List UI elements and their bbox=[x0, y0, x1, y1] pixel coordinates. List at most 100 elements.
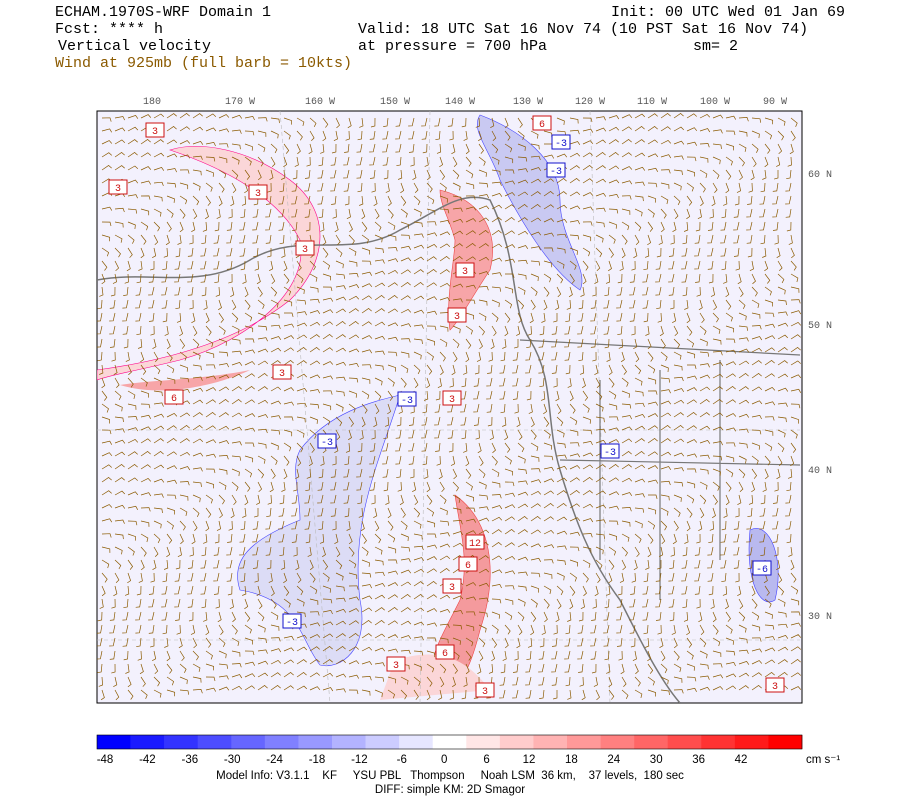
wind-barb bbox=[192, 467, 203, 472]
wind-barb bbox=[322, 659, 333, 665]
wind-barb bbox=[257, 399, 269, 405]
wind-barb bbox=[426, 556, 438, 561]
wind-barb bbox=[527, 637, 533, 648]
wind-barb bbox=[720, 234, 727, 244]
wind-barb bbox=[252, 533, 259, 543]
wind-barb bbox=[382, 143, 389, 153]
wind-barb bbox=[218, 114, 230, 119]
wind-barb bbox=[603, 611, 610, 621]
wind-barb bbox=[551, 325, 558, 335]
wind-barb bbox=[477, 442, 482, 454]
wind-barb bbox=[126, 260, 131, 272]
wind-barb bbox=[205, 312, 210, 324]
wind-barb bbox=[603, 624, 610, 634]
lat-label: 50 N bbox=[808, 321, 832, 332]
wind-barb bbox=[452, 218, 464, 223]
wind-barb bbox=[97, 325, 103, 335]
wind-barb bbox=[608, 234, 616, 244]
wind-barb bbox=[308, 455, 313, 467]
wind-barb bbox=[135, 286, 142, 296]
lat-label: 60 N bbox=[808, 170, 832, 181]
wind-barb bbox=[283, 572, 288, 584]
wind-barb bbox=[591, 611, 597, 621]
colorbar-tick: -36 bbox=[181, 754, 198, 766]
wind-barb bbox=[422, 455, 428, 466]
wind-barb bbox=[123, 598, 129, 609]
wind-barb bbox=[187, 572, 194, 582]
wind-barb bbox=[114, 221, 124, 228]
wind-barb bbox=[374, 377, 383, 386]
wind-barb bbox=[582, 464, 594, 470]
wind-barb bbox=[357, 182, 363, 193]
wind-barb bbox=[595, 533, 605, 539]
wind-barb bbox=[647, 167, 659, 172]
wind-barb bbox=[595, 207, 606, 212]
colorbar-box bbox=[600, 735, 635, 749]
wind-barb bbox=[187, 273, 194, 283]
wind-barb bbox=[218, 624, 224, 635]
wind-barb bbox=[733, 559, 740, 569]
wind-barb bbox=[240, 208, 246, 219]
wind-barb bbox=[231, 325, 240, 334]
wind-barb bbox=[565, 364, 571, 375]
wind-barb bbox=[643, 624, 649, 635]
colorbar-box bbox=[130, 735, 165, 749]
wind-barb bbox=[205, 156, 216, 162]
wind-barb bbox=[660, 425, 671, 431]
wind-barb bbox=[439, 608, 451, 613]
wind-barb bbox=[231, 129, 242, 134]
wind-barb bbox=[569, 585, 576, 596]
wind-barb bbox=[616, 637, 623, 647]
wind-barb bbox=[438, 689, 443, 701]
wind-barb bbox=[686, 687, 697, 692]
wind-barb bbox=[408, 455, 415, 465]
wind-barb bbox=[140, 139, 151, 145]
wind-barb bbox=[218, 650, 227, 659]
wind-barb bbox=[439, 543, 451, 548]
wind-barb bbox=[437, 377, 442, 389]
wind-barb bbox=[632, 650, 637, 662]
wind-barb bbox=[617, 273, 623, 284]
wind-barb bbox=[668, 286, 675, 296]
wind-barb bbox=[733, 247, 740, 257]
wind-barb bbox=[647, 438, 658, 444]
wind-barb bbox=[465, 518, 477, 523]
wind-barb bbox=[595, 689, 600, 701]
wind-barb bbox=[790, 455, 795, 467]
wind-barb bbox=[400, 269, 411, 275]
wind-barb bbox=[777, 334, 789, 340]
wind-barb bbox=[361, 247, 370, 255]
wind-barb bbox=[660, 338, 666, 349]
wind-barb bbox=[465, 637, 474, 647]
wind-barb bbox=[369, 130, 376, 140]
wind-barb bbox=[647, 533, 654, 544]
wind-barb bbox=[192, 438, 204, 444]
wind-barb bbox=[530, 624, 535, 636]
wind-barb bbox=[174, 286, 181, 296]
wind-barb bbox=[642, 286, 649, 296]
wind-barb bbox=[500, 663, 506, 674]
wind-barb bbox=[166, 425, 177, 431]
wind-barb bbox=[725, 598, 729, 610]
wind-barb bbox=[278, 533, 285, 543]
wind-barb bbox=[396, 468, 402, 479]
wind-barb bbox=[777, 455, 783, 466]
wind-barb bbox=[785, 507, 792, 517]
wind-barb bbox=[686, 113, 697, 119]
wind-barb bbox=[426, 338, 435, 346]
wind-barb bbox=[114, 451, 126, 457]
wind-barb bbox=[296, 455, 302, 467]
wind-barb bbox=[465, 455, 470, 467]
wind-barb bbox=[257, 660, 269, 665]
wind-barb bbox=[114, 116, 126, 121]
wind-barb bbox=[101, 440, 113, 445]
wind-barb bbox=[478, 169, 487, 177]
wind-barb bbox=[270, 455, 278, 465]
wind-barb bbox=[595, 152, 606, 158]
wind-barb bbox=[465, 494, 474, 502]
wind-barb bbox=[413, 256, 425, 262]
wind-barb bbox=[439, 338, 448, 347]
wind-barb bbox=[647, 479, 659, 484]
colorbar-box bbox=[399, 735, 434, 749]
